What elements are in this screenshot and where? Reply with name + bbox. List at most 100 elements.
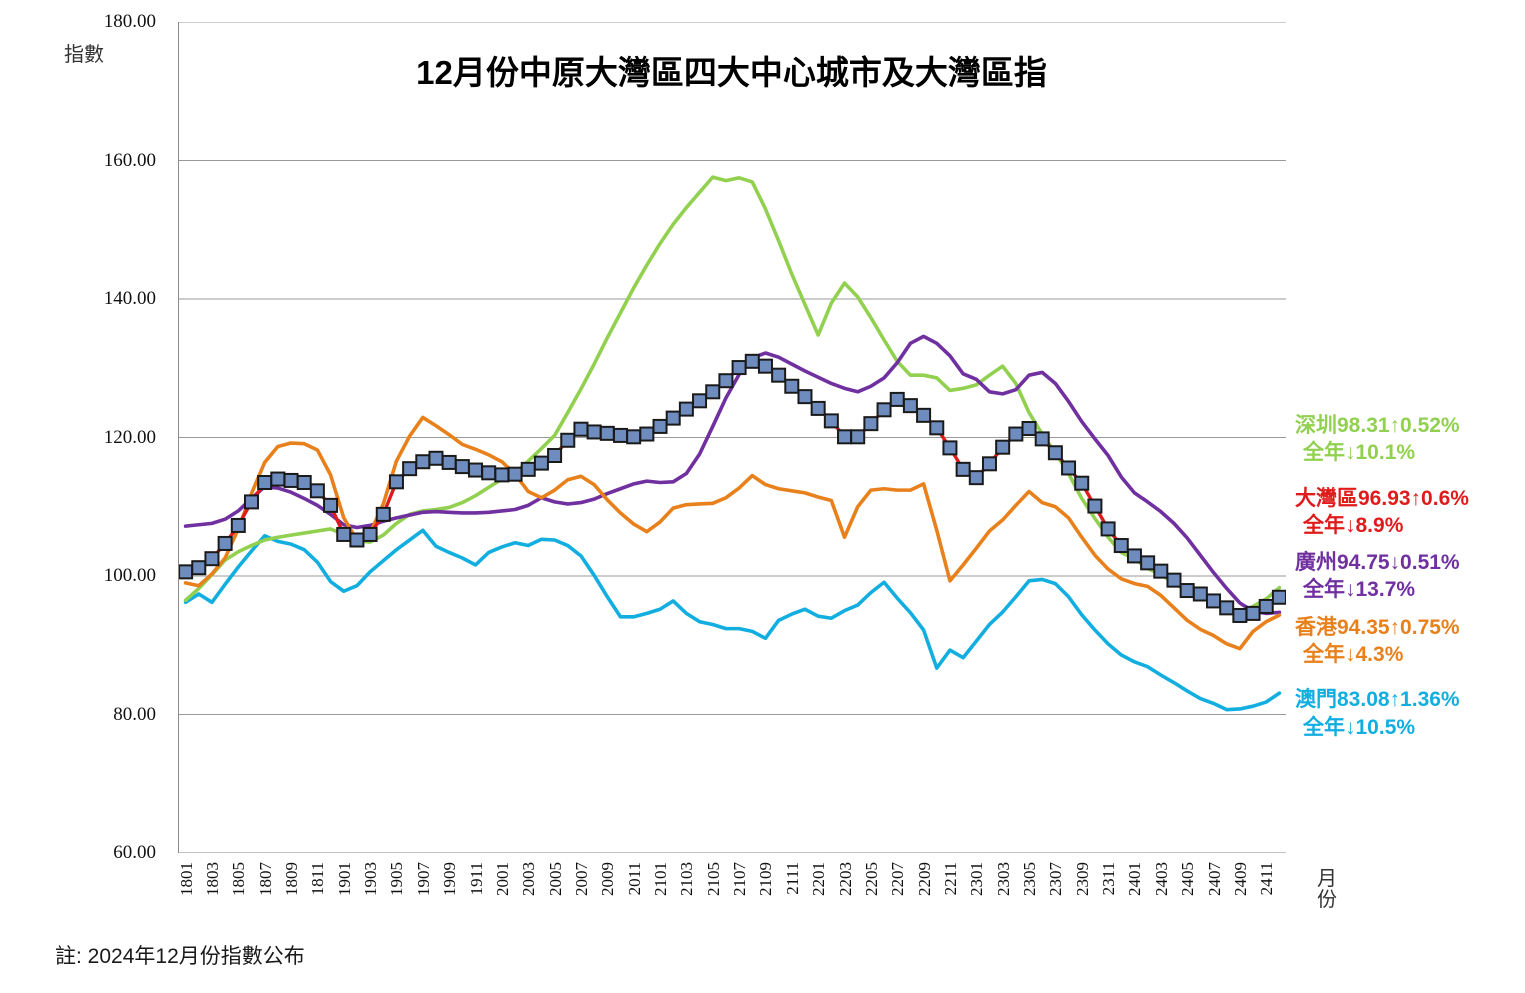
series-marker-大灣區: [771, 367, 787, 383]
series-marker-大灣區: [441, 454, 457, 470]
series-marker-大灣區: [797, 389, 813, 405]
x-axis-tick-label: 1805: [229, 862, 249, 896]
legend-item-大灣區: 大灣區96.93↑0.6% 全年↓8.9%: [1295, 485, 1525, 540]
series-marker-大灣區: [626, 429, 642, 445]
y-axis-tick-label: 60.00: [113, 842, 156, 863]
series-marker-大灣區: [573, 421, 589, 437]
series-marker-大灣區: [902, 398, 918, 414]
series-marker-大灣區: [692, 393, 708, 409]
series-marker-大灣區: [296, 475, 312, 491]
legend-item-深圳: 深圳98.31↑0.52% 全年↓10.1%: [1295, 412, 1525, 467]
x-axis: 1801 1803 1805 1807 1809 1811 1901 1903 1905 1907…: [0, 862, 1525, 942]
x-axis-tick-label: 2309: [1072, 862, 1092, 896]
x-axis-tick-label: 1909: [440, 862, 460, 896]
y-axis-tick-label: 180.00: [103, 11, 156, 32]
x-axis-tick-label: 2305: [1020, 862, 1040, 896]
legend-item-value: 大灣區96.93↑0.6%: [1295, 486, 1469, 510]
series-marker-大灣區: [1140, 555, 1156, 571]
series-marker-大灣區: [1179, 583, 1195, 599]
series-marker-大灣區: [850, 429, 866, 445]
y-axis-tick-label: 100.00: [103, 565, 156, 586]
y-axis-title: 指數: [64, 44, 104, 66]
series-marker-大灣區: [309, 483, 325, 499]
series-line-澳門: [183, 528, 1282, 712]
x-axis-tick-label: 2209: [914, 862, 934, 896]
series-marker-大灣區: [507, 466, 523, 482]
x-axis-title-char: 份: [1317, 889, 1337, 911]
series-marker-大灣區: [916, 407, 932, 423]
legend-item-value: 澳門83.08↑1.36%: [1295, 688, 1460, 712]
series-marker-大灣區: [520, 461, 536, 477]
series-marker-大灣區: [336, 526, 352, 542]
x-axis-tick-label: 1803: [202, 862, 222, 896]
x-axis-tick-label: 2109: [756, 862, 776, 896]
chart-legend: 深圳98.31↑0.52% 全年↓10.1% 大灣區96.93↑0.6% 全年↓8.9…: [1295, 412, 1525, 751]
series-marker-大灣區: [388, 474, 404, 490]
x-axis-tick-label: 2107: [730, 862, 750, 896]
series-marker-大灣區: [652, 418, 668, 434]
legend-item-annual: 全年↓10.1%: [1303, 441, 1416, 465]
x-axis-tick-label: 1801: [176, 862, 196, 896]
series-marker-大灣區: [1113, 538, 1129, 554]
x-axis-tick-label: 2401: [1125, 862, 1145, 896]
x-axis-tick-label: 2009: [598, 862, 618, 896]
x-axis-tick-label: 2101: [651, 862, 671, 896]
series-marker-大灣區: [612, 427, 628, 443]
series-marker-大灣區: [863, 416, 879, 432]
series-marker-大灣區: [1034, 431, 1050, 447]
series-marker-大灣區: [1008, 426, 1024, 442]
x-axis-tick-label: 1809: [282, 862, 302, 896]
x-axis-tick-label: 2303: [993, 862, 1013, 896]
x-axis-tick-label: 1907: [413, 862, 433, 896]
x-axis-tick-label: 1901: [334, 862, 354, 896]
series-marker-大灣區: [823, 413, 839, 429]
series-marker-大灣區: [1192, 586, 1208, 602]
series-marker-大灣區: [705, 384, 721, 400]
x-axis-tick-label: 2409: [1230, 862, 1250, 896]
series-marker-大灣區: [599, 425, 615, 441]
x-axis-tick-label: 2301: [967, 862, 987, 896]
series-marker-大灣區: [243, 494, 259, 510]
series-marker-大灣區: [1232, 607, 1248, 623]
legend-item-annual: 全年↓13.7%: [1303, 578, 1416, 602]
series-marker-大灣區: [1047, 445, 1063, 461]
series-marker-大灣區: [533, 455, 549, 471]
x-axis-tick-label: 2207: [888, 862, 908, 896]
series-marker-大灣區: [1206, 593, 1222, 609]
series-marker-大灣區: [494, 467, 510, 483]
x-axis-tick-label: 2005: [545, 862, 565, 896]
series-marker-大灣區: [744, 353, 760, 369]
series-marker-大灣區: [889, 391, 905, 407]
series-marker-大灣區: [375, 506, 391, 522]
x-axis-tick-label: 2103: [677, 862, 697, 896]
series-marker-大灣區: [362, 526, 378, 542]
series-marker-大灣區: [270, 471, 286, 487]
series-marker-大灣區: [757, 358, 773, 374]
series-marker-大灣區: [981, 456, 997, 472]
series-marker-大灣區: [876, 402, 892, 418]
series-marker-大灣區: [230, 517, 246, 533]
y-axis-tick-label: 80.00: [113, 703, 156, 725]
x-axis-tick-label: 1905: [387, 862, 407, 896]
legend-item-澳門: 澳門83.08↑1.36% 全年↓10.5%: [1295, 686, 1525, 741]
x-axis-tick-label: 2205: [861, 862, 881, 896]
series-marker-大灣區: [1087, 498, 1103, 514]
series-marker-大灣區: [837, 429, 853, 445]
series-marker-大灣區: [1126, 548, 1142, 564]
series-marker-大灣區: [1153, 563, 1169, 579]
series-marker-大灣區: [665, 410, 681, 426]
footnote: 註: 2024年12月份指數公布: [55, 945, 305, 968]
x-axis-tick-label: 1811: [308, 862, 328, 896]
series-marker-大灣區: [995, 439, 1011, 455]
series-marker-大灣區: [415, 454, 431, 470]
series-marker-大灣區: [1061, 460, 1077, 476]
series-marker-大灣區: [929, 420, 945, 436]
series-marker-大灣區: [784, 378, 800, 394]
x-axis-tick-label: 2307: [1046, 862, 1066, 896]
x-axis-tick-label: 2203: [835, 862, 855, 896]
series-marker-大灣區: [1074, 475, 1090, 491]
y-axis-tick-label: 120.00: [103, 426, 156, 448]
chart-svg: [179, 22, 1286, 853]
series-marker-大灣區: [810, 400, 826, 416]
x-axis-tick-label: 1807: [255, 862, 275, 896]
